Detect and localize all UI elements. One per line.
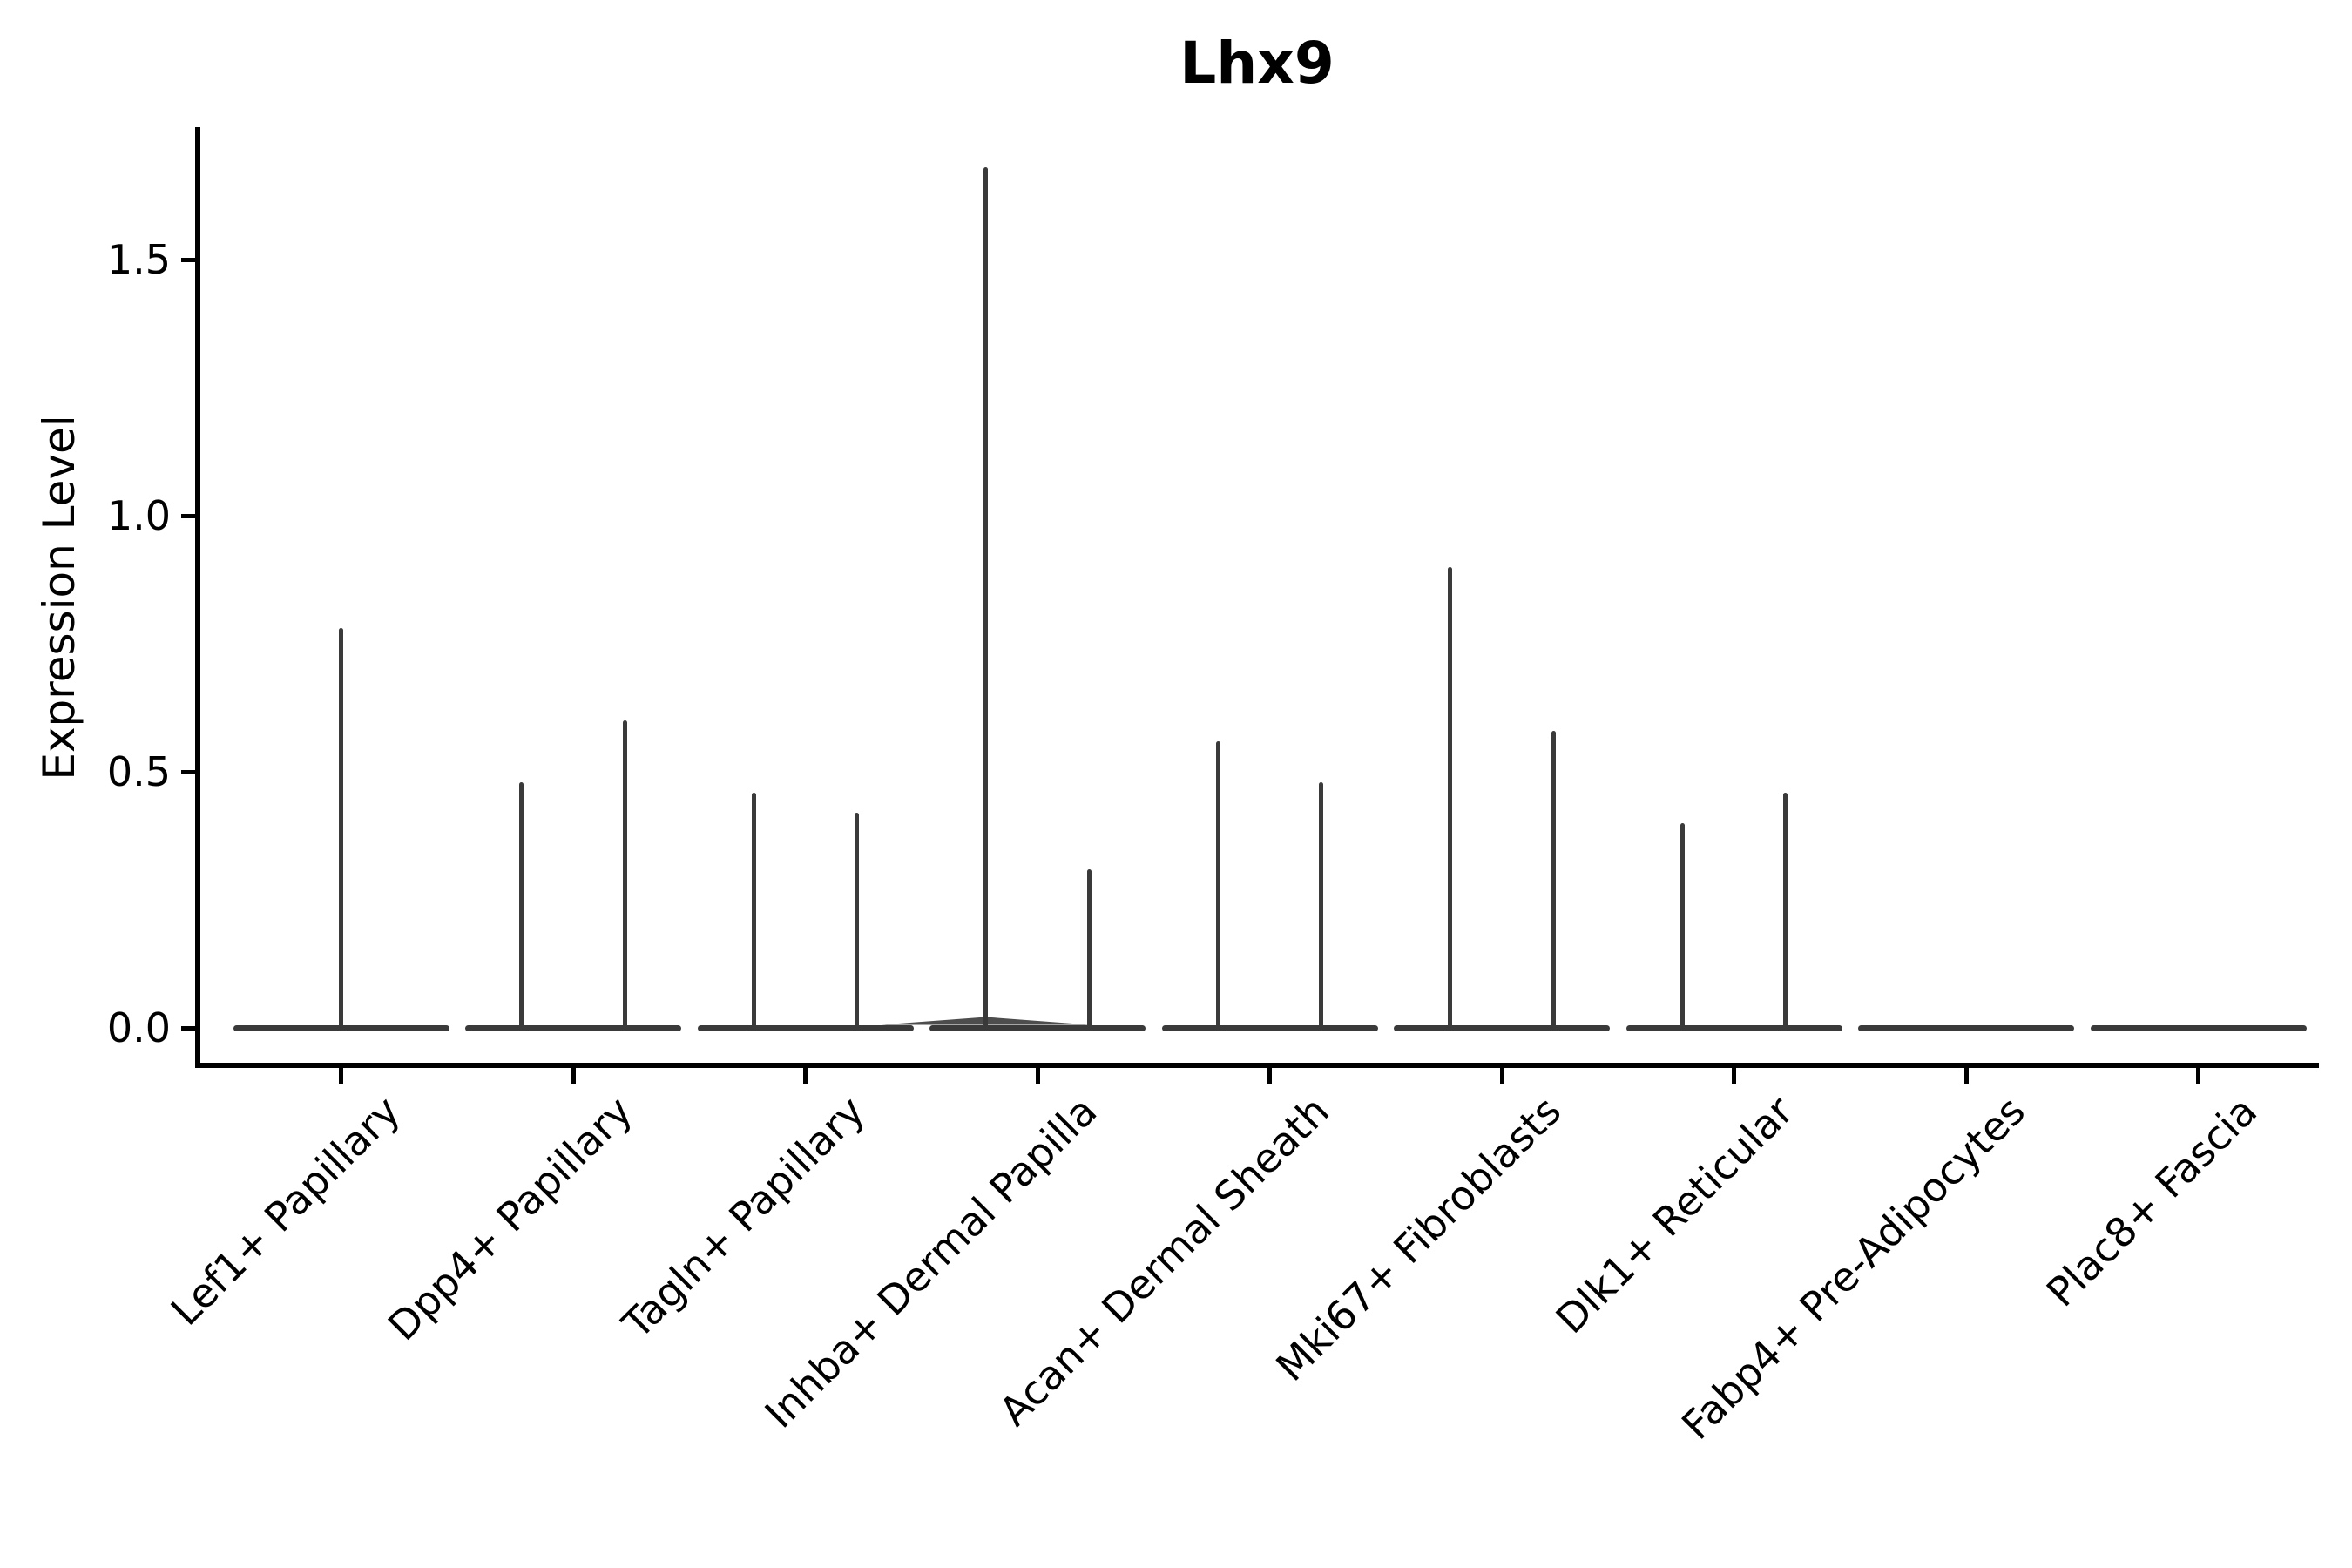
violin-base xyxy=(1394,1024,1610,1031)
y-axis-spine xyxy=(195,127,200,1068)
violin-base xyxy=(929,1024,1146,1031)
x-tick xyxy=(1035,1068,1040,1084)
x-tick xyxy=(1732,1068,1736,1084)
x-tick xyxy=(1267,1068,1272,1084)
y-tick xyxy=(181,1025,195,1031)
y-axis-label: Expression Level xyxy=(34,415,84,781)
x-axis-spine xyxy=(195,1063,2319,1068)
violin-base xyxy=(465,1024,681,1031)
violin-base xyxy=(1625,1024,1842,1031)
violin-spike xyxy=(751,792,756,1028)
violin-spike xyxy=(1319,781,1324,1028)
x-tick-label-text: Plac8+ Fascia xyxy=(2038,1087,2267,1316)
violin-base xyxy=(233,1024,449,1031)
y-tick xyxy=(181,513,195,518)
violin-base xyxy=(1858,1024,2074,1031)
violin-spike xyxy=(1086,868,1092,1028)
y-tick xyxy=(181,257,195,262)
x-tick xyxy=(2196,1068,2200,1084)
y-tick-label: 1.5 xyxy=(106,236,171,283)
violin-base xyxy=(697,1024,914,1031)
violin-base-bulge xyxy=(881,1017,1091,1025)
violin-base xyxy=(2090,1024,2307,1031)
x-tick-label-text: Dlk1+ Reticular xyxy=(1546,1087,1802,1343)
violin-spike xyxy=(855,813,860,1028)
chart-title: Lhx9 xyxy=(1179,30,1335,97)
violin-spike xyxy=(1783,792,1788,1028)
violin-spike xyxy=(1680,822,1685,1028)
x-tick xyxy=(1499,1068,1504,1084)
violin-base xyxy=(1161,1024,1378,1031)
x-tick xyxy=(571,1068,576,1084)
x-tick-label-text: Lef1+ Papillary xyxy=(161,1087,409,1335)
violin-spike xyxy=(983,167,989,1028)
x-tick-label-text: Dpp4+ Papillary xyxy=(378,1087,642,1350)
y-tick xyxy=(181,769,195,774)
x-tick-label-text: Tagln+ Papillary xyxy=(612,1087,874,1348)
x-tick xyxy=(339,1068,343,1084)
violin-spike xyxy=(1215,740,1220,1028)
x-tick xyxy=(803,1068,808,1084)
violin-spike xyxy=(1551,730,1556,1028)
violin-spike xyxy=(1448,566,1453,1028)
violin-spike xyxy=(622,720,627,1028)
x-tick xyxy=(1963,1068,1969,1084)
y-tick-label: 0.0 xyxy=(106,1004,171,1051)
y-tick-label: 1.0 xyxy=(106,492,171,539)
violin-spike xyxy=(519,781,524,1028)
y-tick-label: 0.5 xyxy=(106,748,171,795)
violin-spike xyxy=(339,628,343,1028)
